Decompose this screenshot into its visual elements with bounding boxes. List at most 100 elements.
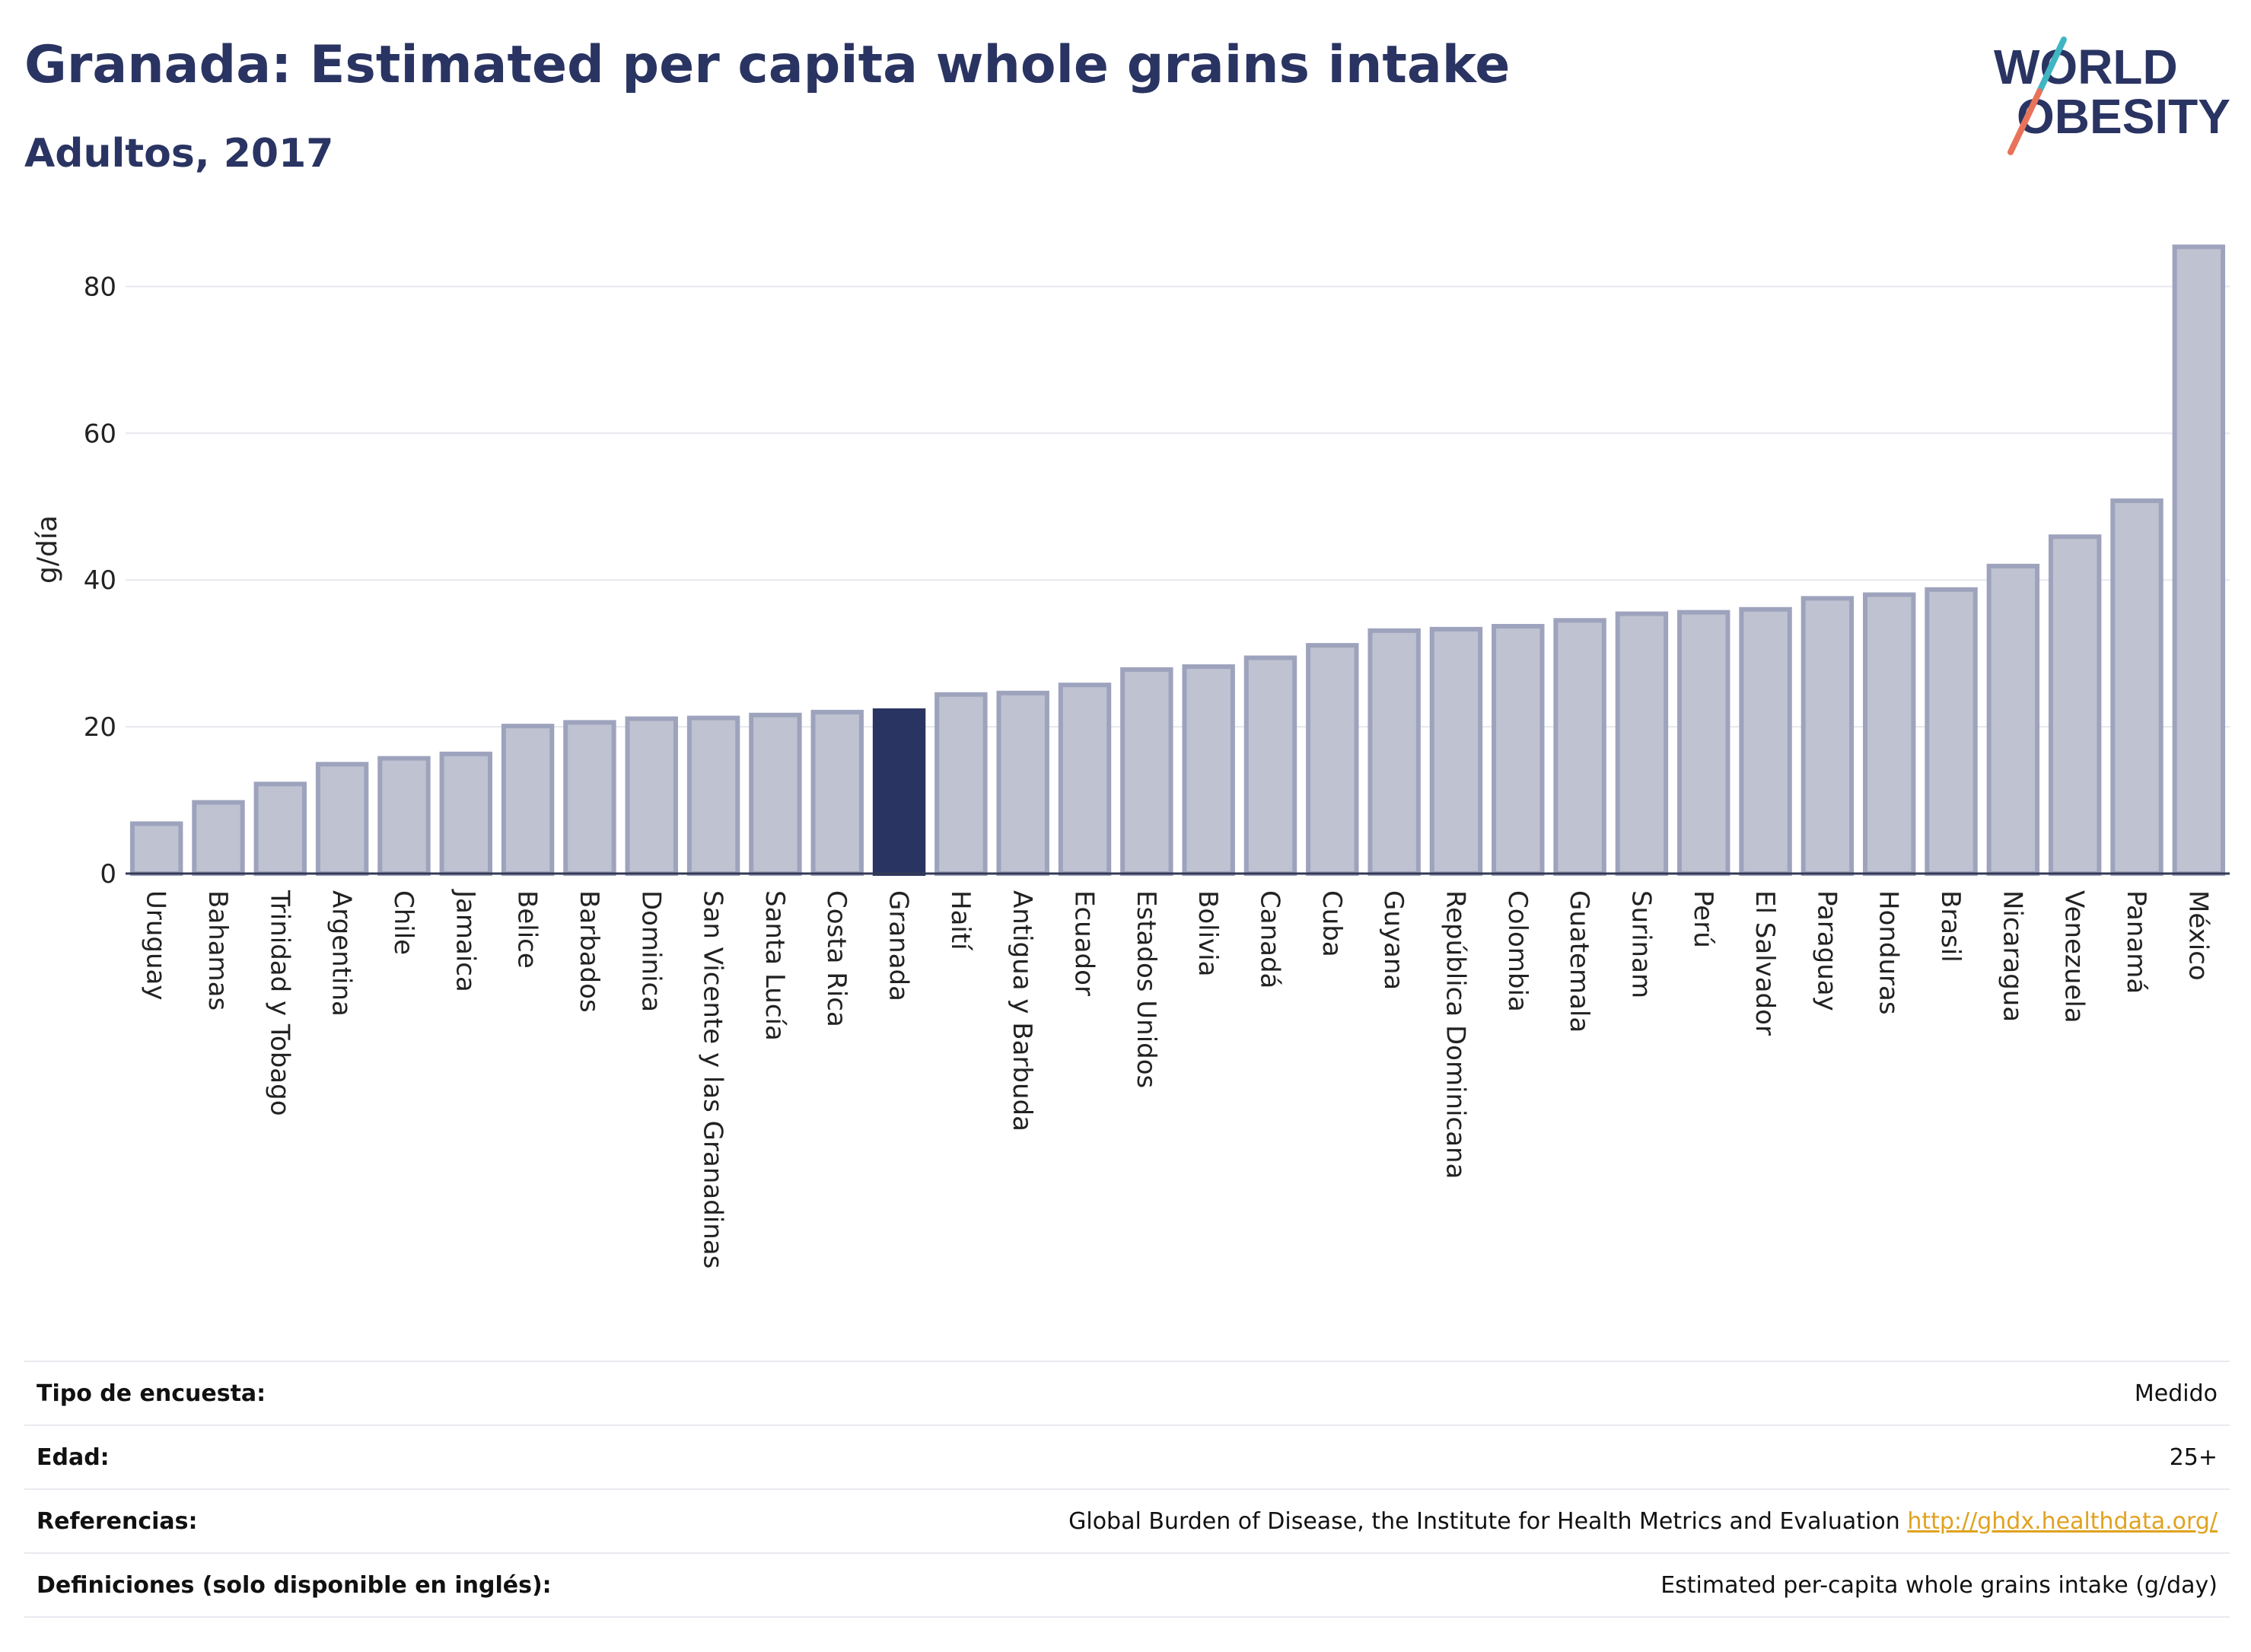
bar <box>1492 623 1545 877</box>
bar <box>315 762 369 877</box>
info-value: Medido <box>718 1361 2230 1425</box>
x-tick-label: Cuba <box>1317 890 1347 957</box>
bar <box>2048 534 2102 876</box>
axes: 0 20 40 60 80 Uruguay Bahamas Trinidad y Tobago… <box>84 272 2230 1268</box>
y-tick-label: 80 <box>84 272 116 302</box>
x-tick-label: Bolivia <box>1192 890 1223 976</box>
bar <box>1739 606 1792 876</box>
bar <box>1120 667 1173 877</box>
x-tick-label: Chile <box>388 890 419 955</box>
x-tick-label: Trinidad y Tobago <box>264 890 295 1116</box>
bar <box>1243 655 1297 876</box>
x-tick-label: San Vicente y las Granadinas <box>698 890 728 1268</box>
x-tick-label: Bahamas <box>202 890 233 1011</box>
info-value: 25+ <box>718 1424 2230 1489</box>
x-tick-label: Barbados <box>574 890 604 1013</box>
x-tick-label: Uruguay <box>141 890 171 1001</box>
x-tick-label: Ecuador <box>1069 890 1100 996</box>
x-tick-label: República Dominicana <box>1440 890 1470 1179</box>
x-tick-label: Belice <box>512 890 543 969</box>
x-tick-label: Venezuela <box>2059 890 2090 1023</box>
x-tick-label: Antigua y Barbuda <box>1007 890 1037 1132</box>
bar <box>1986 563 2040 876</box>
y-axis-title-text: g/día <box>32 515 63 584</box>
info-row-survey-type: Tipo de encuesta: Medido <box>24 1361 2230 1425</box>
info-label: Edad: <box>24 1424 719 1489</box>
reference-link[interactable]: http://ghdx.healthdata.org/ <box>1907 1507 2218 1535</box>
info-label: Definiciones (solo disponible en inglés)… <box>24 1552 719 1618</box>
bar <box>1615 611 1669 876</box>
x-tick-label: Paraguay <box>1811 890 1842 1011</box>
info-value-references: Global Burden of Disease, the Institute … <box>718 1488 2230 1553</box>
info-table: Tipo de encuesta: Medido Edad: 25+ Refer… <box>24 1361 2230 1618</box>
logo-slash-teal <box>2036 37 2067 94</box>
x-tick-label: El Salvador <box>1750 890 1780 1036</box>
x-tick-label: Guatemala <box>1564 890 1594 1033</box>
logo-line2: OBESITY <box>2017 89 2230 144</box>
info-label: Referencias: <box>24 1488 719 1553</box>
chart-subtitle: Adultos, 2017 <box>24 131 334 177</box>
x-tick-label: Argentina <box>326 890 357 1017</box>
y-tick-label: 20 <box>84 712 116 743</box>
bar <box>253 781 307 876</box>
y-tick-label: 0 <box>100 859 116 890</box>
x-tick-label: Brasil <box>1935 890 1966 963</box>
x-tick-label: Canadá <box>1254 890 1285 988</box>
bar <box>749 712 802 876</box>
bar <box>934 692 988 876</box>
info-row-age: Edad: 25+ <box>24 1424 2230 1489</box>
x-tick-label: Guyana <box>1378 890 1409 990</box>
bar <box>1182 664 1235 876</box>
x-tick-label: Panamá <box>2121 890 2151 994</box>
bar <box>563 720 616 877</box>
bar <box>996 690 1049 876</box>
bar <box>1553 618 1606 876</box>
bar <box>1306 643 1359 877</box>
info-row-references: Referencias: Global Burden of Disease, t… <box>24 1488 2230 1553</box>
bar <box>1367 628 1421 876</box>
x-tick-label: Haití <box>945 890 976 951</box>
y-tick-label: 40 <box>84 565 116 596</box>
x-tick-label: México <box>2183 890 2213 981</box>
info-row-definitions: Definiciones (solo disponible en inglés)… <box>24 1552 2230 1618</box>
bar <box>2172 244 2226 876</box>
world-obesity-logo: WORLD OBESITY <box>1994 37 2230 155</box>
bar <box>2110 498 2163 876</box>
bar <box>1429 626 1483 877</box>
bar <box>810 709 864 876</box>
x-tick-label: Estados Unidos <box>1131 890 1161 1088</box>
bar <box>1925 587 1978 876</box>
y-tick-label: 60 <box>84 419 116 449</box>
chart-title: Granada: Estimated per capita whole grai… <box>24 35 1511 95</box>
bar <box>129 821 183 876</box>
bar <box>1058 683 1112 876</box>
x-tick-label: Nicaragua <box>1997 890 2027 1022</box>
x-tick-label: Surinam <box>1625 890 1656 998</box>
x-tick-label: Santa Lucía <box>759 890 790 1041</box>
bar <box>625 716 678 876</box>
bar <box>686 715 740 876</box>
bar <box>439 751 492 876</box>
bar <box>1677 610 1730 876</box>
x-tick-label: Perú <box>1688 890 1718 948</box>
reference-text: Global Burden of Disease, the Institute … <box>1068 1507 1900 1535</box>
info-label: Tipo de encuesta: <box>24 1361 719 1425</box>
bar <box>192 800 245 876</box>
info-value: Estimated per-capita whole grains intake… <box>718 1552 2230 1618</box>
x-tick-label: Costa Rica <box>821 890 852 1027</box>
y-axis-title: g/día <box>32 515 63 584</box>
bar <box>1800 596 1855 876</box>
bar <box>377 756 431 876</box>
bar <box>872 708 926 876</box>
bar-chart: 0 20 40 60 80 Uruguay Bahamas Trinidad y Tobago… <box>32 244 2230 1268</box>
logo-slash-coral <box>2007 88 2042 155</box>
x-tick-label: Granada <box>884 890 914 1001</box>
bars <box>129 244 2226 877</box>
x-tick-label: Dominica <box>635 890 666 1012</box>
bar <box>1863 592 1916 876</box>
x-tick-label: Colombia <box>1502 890 1533 1012</box>
logo-line1: WORLD <box>1994 40 2178 94</box>
x-tick-label: Honduras <box>1874 890 1904 1015</box>
bar <box>501 724 555 876</box>
x-tick-label: Jamaica <box>450 889 480 992</box>
